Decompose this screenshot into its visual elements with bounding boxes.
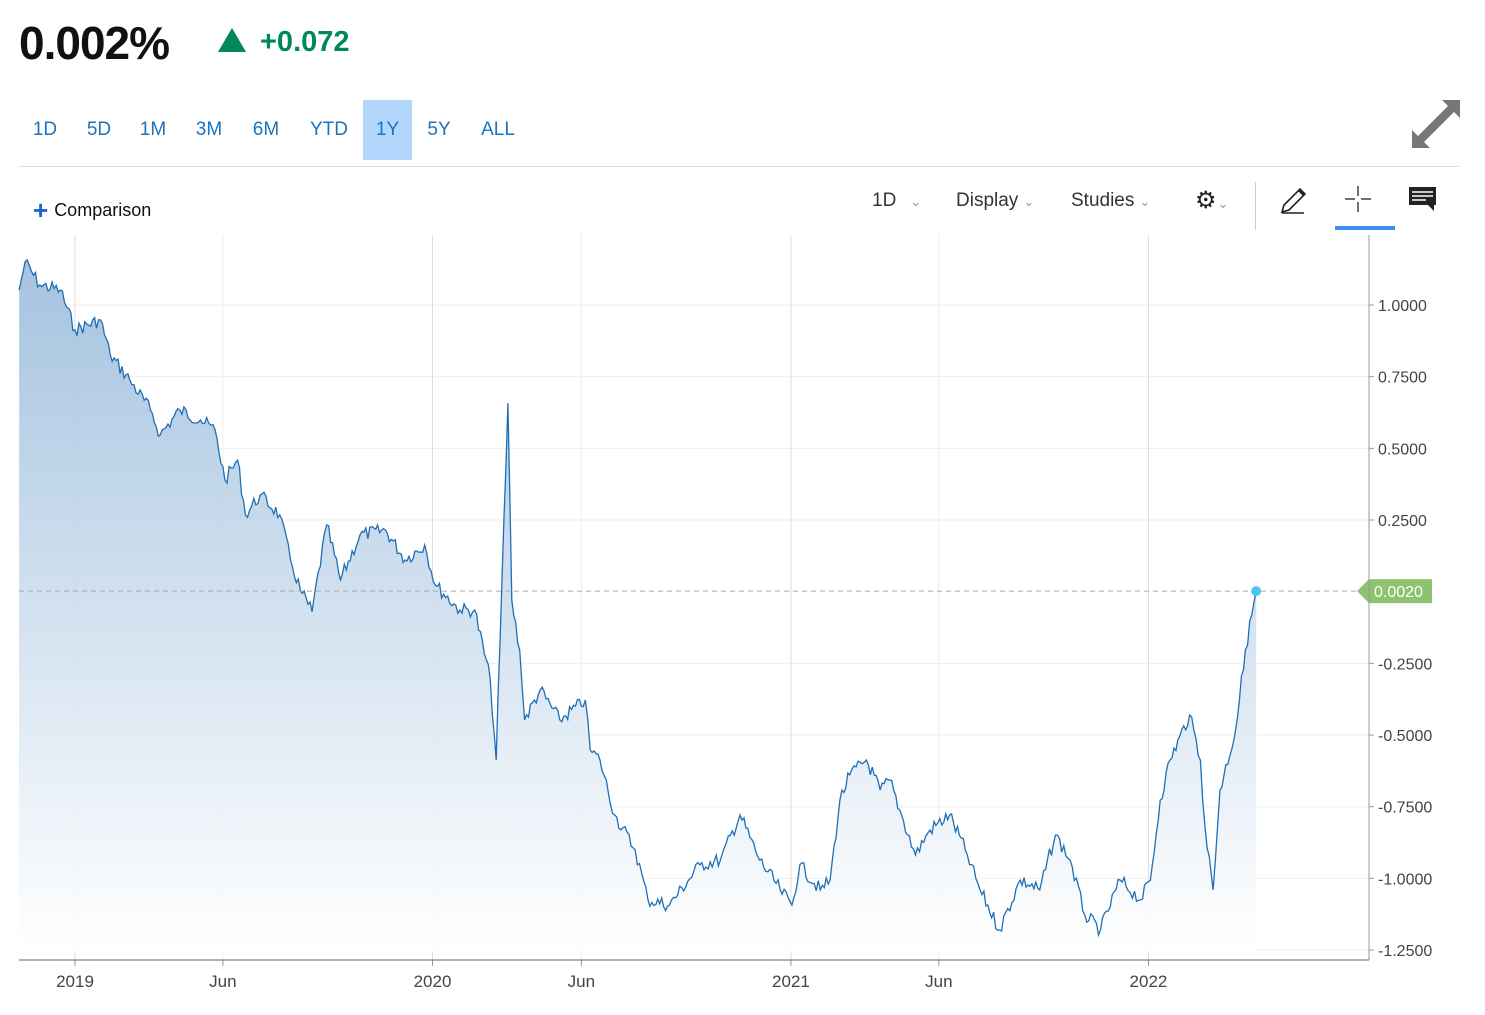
range-5y[interactable]: 5Y <box>427 119 451 140</box>
display-dropdown[interactable]: Display ⌄ <box>956 190 1034 212</box>
price-change: +0.072 <box>260 26 350 58</box>
divider <box>19 166 1459 167</box>
chevron-down-icon: ⌄ <box>1217 196 1229 211</box>
display-label: Display <box>956 190 1019 211</box>
crosshair-icon[interactable] <box>1343 184 1373 214</box>
range-6m[interactable]: 6M <box>252 119 280 140</box>
toolbar-divider <box>1255 182 1256 230</box>
y-tick-label: -0.5000 <box>1378 728 1432 745</box>
x-tick-label: 2022 <box>1130 972 1168 991</box>
x-tick-label: 2021 <box>772 972 810 991</box>
y-tick-label: 1.0000 <box>1378 298 1427 315</box>
x-tick-label: Jun <box>925 972 952 991</box>
active-tool-indicator <box>1335 226 1395 230</box>
add-comparison-button[interactable]: + Comparison <box>33 195 151 226</box>
pencil-draw-icon[interactable] <box>1278 184 1310 216</box>
chevron-down-icon: ⌄ <box>910 194 922 209</box>
x-tick-label: Jun <box>209 972 236 991</box>
range-5d[interactable]: 5D <box>86 119 112 140</box>
y-tick-label: 0.2500 <box>1378 513 1427 530</box>
range-all[interactable]: ALL <box>481 119 515 140</box>
range-1m[interactable]: 1M <box>139 119 167 140</box>
expand-icon[interactable] <box>1408 98 1462 152</box>
range-ytd[interactable]: YTD <box>310 119 348 140</box>
settings-dropdown[interactable]: ⚙⌄ <box>1195 186 1228 215</box>
last-value-label: 0.0020 <box>1374 584 1423 601</box>
comparison-label: Comparison <box>54 200 152 220</box>
y-tick-label: -0.7500 <box>1378 800 1432 817</box>
settings-gear-icon: ⚙ <box>1195 187 1217 214</box>
area-fill <box>19 259 1257 952</box>
last-value-badge <box>1357 579 1432 604</box>
series-line <box>18 258 1257 938</box>
interval-label: 1D <box>872 190 897 211</box>
plus-icon: + <box>33 195 49 225</box>
up-arrow-icon <box>218 28 246 52</box>
y-tick-label: 0.5000 <box>1378 441 1427 458</box>
last-point <box>1251 586 1262 597</box>
current-yield: 0.002% <box>19 17 170 69</box>
comment-icon[interactable] <box>1408 186 1438 214</box>
interval-dropdown[interactable]: 1D ⌄ <box>872 190 921 212</box>
range-1d[interactable]: 1D <box>32 119 58 140</box>
y-tick-label: -1.0000 <box>1378 871 1432 888</box>
x-tick-label: 2020 <box>414 972 452 991</box>
x-tick-label: Jun <box>568 972 595 991</box>
chevron-down-icon: ⌄ <box>1139 194 1151 209</box>
y-tick-label: -1.2500 <box>1378 943 1432 960</box>
chevron-down-icon: ⌄ <box>1023 194 1035 209</box>
studies-dropdown[interactable]: Studies ⌄ <box>1071 190 1150 212</box>
studies-label: Studies <box>1071 190 1135 211</box>
y-tick-label: 0.7500 <box>1378 370 1427 387</box>
range-1y[interactable]: 1Y <box>363 100 412 160</box>
range-3m[interactable]: 3M <box>195 119 223 140</box>
y-tick-label: -0.2500 <box>1378 656 1432 673</box>
x-tick-label: 2019 <box>56 972 94 991</box>
